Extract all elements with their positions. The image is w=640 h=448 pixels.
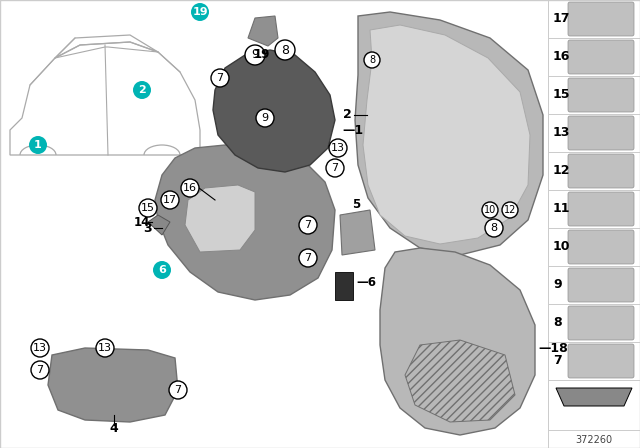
Bar bbox=[548, 152, 640, 190]
Text: 8: 8 bbox=[369, 55, 375, 65]
Polygon shape bbox=[213, 50, 335, 172]
Circle shape bbox=[31, 361, 49, 379]
Text: 19: 19 bbox=[254, 48, 270, 61]
Circle shape bbox=[31, 339, 49, 357]
Polygon shape bbox=[155, 145, 335, 300]
Circle shape bbox=[502, 202, 518, 218]
FancyBboxPatch shape bbox=[568, 154, 634, 188]
Bar bbox=[548, 190, 640, 228]
Circle shape bbox=[299, 249, 317, 267]
Text: 16: 16 bbox=[183, 183, 197, 193]
Polygon shape bbox=[556, 388, 632, 406]
Polygon shape bbox=[185, 185, 255, 252]
Bar bbox=[548, 0, 640, 38]
Text: 12: 12 bbox=[553, 164, 570, 177]
Text: 11: 11 bbox=[553, 202, 570, 215]
Bar bbox=[548, 228, 640, 266]
FancyBboxPatch shape bbox=[568, 268, 634, 302]
Circle shape bbox=[153, 261, 171, 279]
Polygon shape bbox=[355, 12, 543, 255]
Circle shape bbox=[211, 69, 229, 87]
Circle shape bbox=[275, 40, 295, 60]
Text: 7: 7 bbox=[553, 354, 562, 367]
Polygon shape bbox=[148, 215, 170, 235]
Circle shape bbox=[169, 381, 187, 399]
Text: 9: 9 bbox=[251, 48, 259, 61]
Polygon shape bbox=[248, 16, 278, 46]
Bar bbox=[548, 38, 640, 76]
Circle shape bbox=[181, 179, 199, 197]
FancyBboxPatch shape bbox=[568, 230, 634, 264]
Text: 15: 15 bbox=[553, 89, 570, 102]
Text: —18: —18 bbox=[538, 341, 568, 354]
Text: —1: —1 bbox=[342, 124, 363, 137]
Circle shape bbox=[482, 202, 498, 218]
Text: 9: 9 bbox=[261, 113, 269, 123]
Circle shape bbox=[139, 199, 157, 217]
Text: 17: 17 bbox=[163, 195, 177, 205]
Text: 372260: 372260 bbox=[575, 435, 612, 445]
Bar bbox=[548, 304, 640, 342]
Circle shape bbox=[256, 109, 274, 127]
Text: 15: 15 bbox=[141, 203, 155, 213]
Circle shape bbox=[364, 52, 380, 68]
Circle shape bbox=[299, 216, 317, 234]
Text: 7: 7 bbox=[216, 73, 223, 83]
FancyBboxPatch shape bbox=[568, 306, 634, 340]
Bar bbox=[548, 380, 640, 430]
Text: 13: 13 bbox=[98, 343, 112, 353]
Polygon shape bbox=[48, 348, 178, 422]
Text: 7: 7 bbox=[305, 220, 312, 230]
Text: 7: 7 bbox=[305, 253, 312, 263]
Text: 13: 13 bbox=[331, 143, 345, 153]
Text: 7: 7 bbox=[332, 163, 339, 173]
Text: 10: 10 bbox=[484, 205, 496, 215]
Circle shape bbox=[161, 191, 179, 209]
Circle shape bbox=[245, 45, 265, 65]
Text: 9: 9 bbox=[553, 279, 562, 292]
FancyBboxPatch shape bbox=[568, 116, 634, 150]
Polygon shape bbox=[363, 25, 530, 244]
Text: 5: 5 bbox=[352, 198, 360, 211]
Text: 2: 2 bbox=[138, 85, 146, 95]
Circle shape bbox=[485, 219, 503, 237]
Text: 16: 16 bbox=[553, 51, 570, 64]
Text: 6: 6 bbox=[158, 265, 166, 275]
Circle shape bbox=[191, 3, 209, 21]
Text: 7: 7 bbox=[175, 385, 182, 395]
Text: 1: 1 bbox=[34, 140, 42, 150]
Text: 4: 4 bbox=[109, 422, 118, 435]
Bar bbox=[548, 114, 640, 152]
Circle shape bbox=[133, 81, 151, 99]
Circle shape bbox=[329, 139, 347, 157]
Text: 2: 2 bbox=[343, 108, 352, 121]
Text: 14: 14 bbox=[134, 215, 150, 228]
Text: 8: 8 bbox=[281, 43, 289, 56]
FancyBboxPatch shape bbox=[568, 78, 634, 112]
Polygon shape bbox=[380, 248, 535, 435]
Circle shape bbox=[326, 159, 344, 177]
FancyBboxPatch shape bbox=[568, 40, 634, 74]
Text: 8: 8 bbox=[490, 223, 497, 233]
Bar bbox=[548, 266, 640, 304]
Text: 13: 13 bbox=[553, 126, 570, 139]
Text: 19: 19 bbox=[192, 7, 208, 17]
Bar bbox=[548, 342, 640, 380]
FancyBboxPatch shape bbox=[568, 2, 634, 36]
Text: 10: 10 bbox=[553, 241, 570, 254]
Text: 3: 3 bbox=[143, 221, 152, 234]
Bar bbox=[335, 272, 353, 300]
Text: 8: 8 bbox=[553, 316, 562, 329]
Text: 17: 17 bbox=[553, 13, 570, 26]
Circle shape bbox=[96, 339, 114, 357]
Text: 7: 7 bbox=[36, 365, 44, 375]
FancyBboxPatch shape bbox=[568, 192, 634, 226]
Text: 12: 12 bbox=[504, 205, 516, 215]
Text: 13: 13 bbox=[33, 343, 47, 353]
FancyBboxPatch shape bbox=[568, 344, 634, 378]
Circle shape bbox=[29, 136, 47, 154]
Bar bbox=[548, 76, 640, 114]
Polygon shape bbox=[340, 210, 375, 255]
Text: —6: —6 bbox=[356, 276, 376, 289]
